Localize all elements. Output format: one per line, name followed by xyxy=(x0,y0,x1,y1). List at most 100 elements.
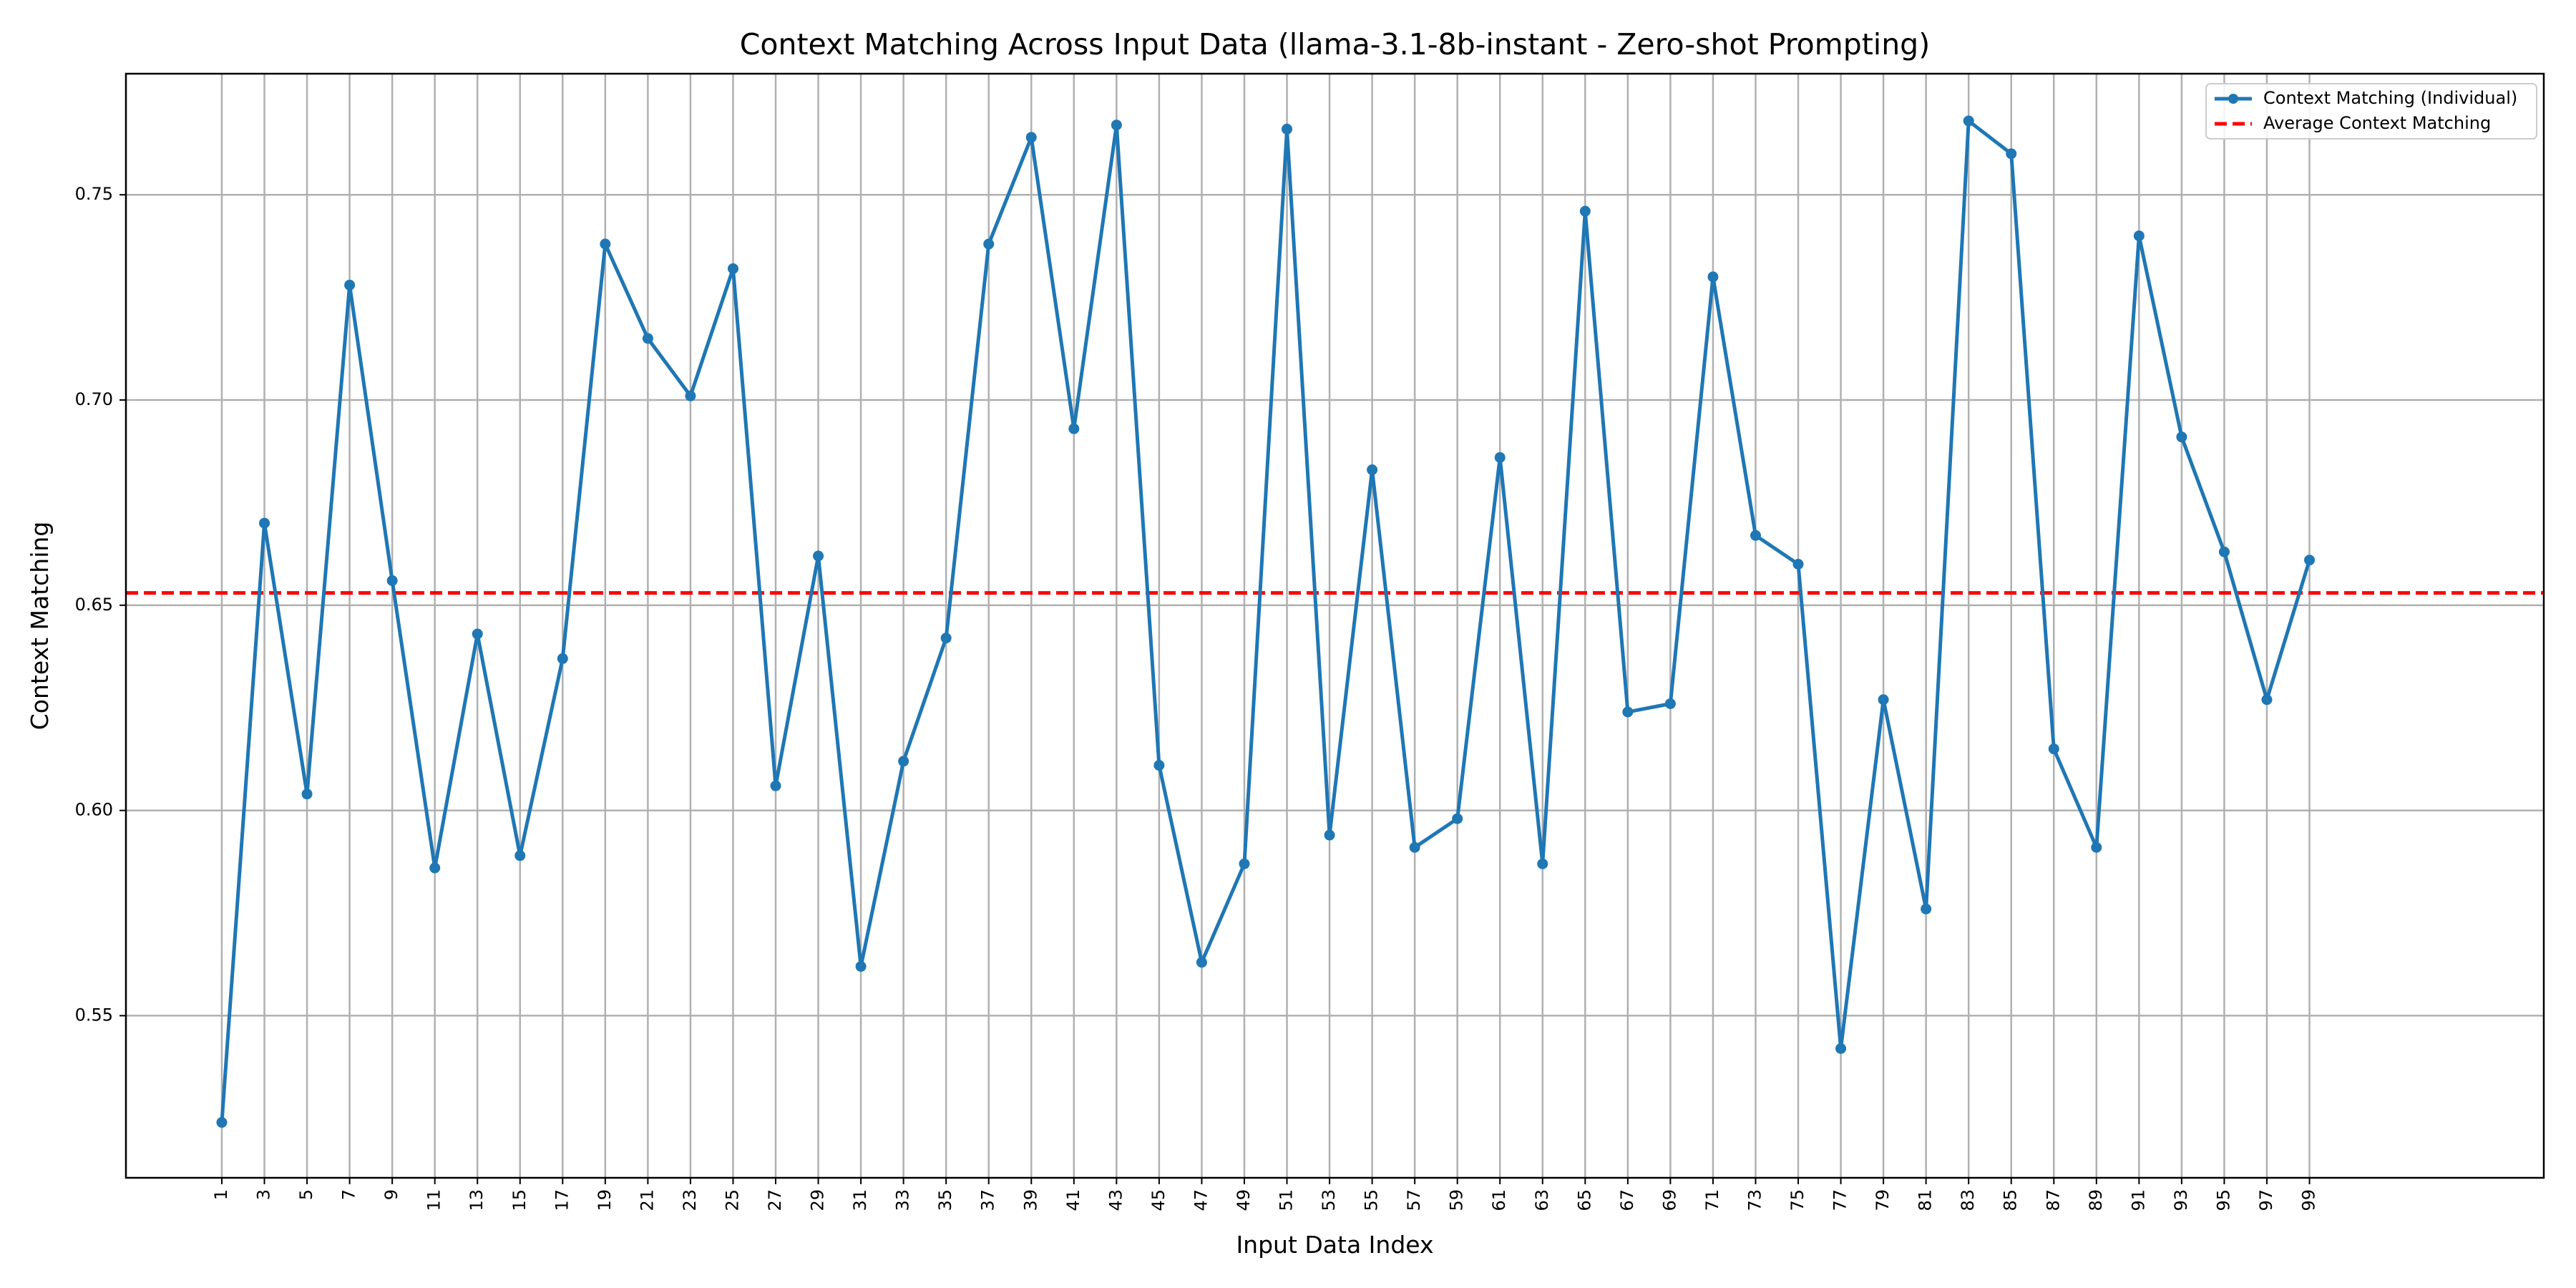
x-tick-label: 45 xyxy=(1148,1189,1169,1211)
x-tick-label: 83 xyxy=(1958,1189,1978,1211)
y-axis: 0.55 0.60 0.65 0.70 0.75 xyxy=(75,184,126,1025)
x-tick-label: 65 xyxy=(1574,1189,1594,1211)
x-tick-label: 97 xyxy=(2256,1189,2276,1211)
y-axis-title: Context Matching xyxy=(26,522,54,731)
legend-label-individual: Context Matching (Individual) xyxy=(2263,88,2517,108)
x-tick-label: 67 xyxy=(1617,1189,1637,1211)
series-line xyxy=(220,119,2311,1123)
data-point xyxy=(983,238,995,250)
x-tick-label: 37 xyxy=(978,1189,998,1211)
x-tick-label: 15 xyxy=(509,1189,530,1211)
data-point xyxy=(2006,148,2017,160)
data-point xyxy=(1409,841,1420,853)
data-point xyxy=(1963,115,1974,127)
data-point xyxy=(600,238,611,250)
x-tick-label: 89 xyxy=(2086,1189,2106,1211)
data-point xyxy=(1622,706,1634,718)
data-point xyxy=(1579,205,1591,217)
data-point xyxy=(940,633,952,644)
legend-box xyxy=(2205,83,2537,140)
x-tick-label: 81 xyxy=(1916,1189,1936,1211)
y-tick-label: 0.70 xyxy=(75,389,113,409)
data-point xyxy=(1878,694,1889,706)
x-tick-label: 9 xyxy=(381,1189,401,1200)
x-tick-label: 75 xyxy=(1787,1189,1807,1211)
grid xyxy=(126,74,2544,1178)
series-layer xyxy=(216,115,2316,1128)
x-tick-label: 31 xyxy=(850,1189,870,1211)
x-tick-label: 35 xyxy=(935,1189,955,1211)
data-point xyxy=(1282,123,1293,135)
x-tick-label: 29 xyxy=(808,1189,828,1211)
data-point xyxy=(1664,698,1676,709)
data-point xyxy=(770,780,781,791)
data-point xyxy=(1750,530,1761,541)
data-point xyxy=(1196,957,1207,968)
x-tick-label: 19 xyxy=(595,1189,615,1211)
x-tick-label: 87 xyxy=(2043,1189,2063,1211)
legend-label-average: Average Context Matching xyxy=(2263,113,2491,133)
data-point xyxy=(1707,271,1719,283)
x-tick-label: 51 xyxy=(1277,1189,1297,1211)
data-point xyxy=(557,653,568,664)
x-tick-label: 41 xyxy=(1063,1189,1083,1211)
plot-frame xyxy=(125,72,2545,1179)
x-tick-label: 93 xyxy=(2171,1189,2191,1211)
x-tick-label: 33 xyxy=(893,1189,913,1211)
data-point xyxy=(1835,1043,1847,1054)
data-point xyxy=(344,279,356,291)
x-tick-label: 59 xyxy=(1447,1189,1467,1211)
x-tick-label: 1 xyxy=(211,1189,231,1200)
chart-title: Context Matching Across Input Data (llam… xyxy=(740,27,1930,62)
data-point xyxy=(1367,464,1378,476)
legend: Context Matching (Individual) Average Co… xyxy=(2205,83,2537,140)
x-axis: 1 3 5 7 9 11 13 15 17 19 21 23 25 27 29 31 33 35 37 39 41 43 4… xyxy=(211,1178,2319,1211)
data-point xyxy=(898,756,909,767)
data-point xyxy=(1153,760,1165,771)
data-point xyxy=(514,850,526,862)
data-point xyxy=(1239,858,1250,869)
x-tick-label: 21 xyxy=(637,1189,657,1211)
data-point xyxy=(1537,858,1548,869)
x-tick-label: 47 xyxy=(1191,1189,1211,1211)
data-point xyxy=(472,628,483,640)
x-tick-label: 43 xyxy=(1106,1189,1126,1211)
y-tick-label: 0.65 xyxy=(75,595,113,615)
data-point xyxy=(813,550,824,562)
x-tick-label: 63 xyxy=(1532,1189,1552,1211)
x-tick-label: 57 xyxy=(1404,1189,1424,1211)
x-tick-label: 69 xyxy=(1659,1189,1679,1211)
data-point xyxy=(429,862,441,874)
data-point xyxy=(2176,431,2187,443)
x-tick-label: 53 xyxy=(1319,1189,1339,1211)
data-point xyxy=(216,1117,228,1128)
data-point xyxy=(2048,743,2059,755)
legend-marker-individual xyxy=(2228,94,2238,104)
data-point xyxy=(727,263,738,274)
x-tick-label: 23 xyxy=(680,1189,700,1211)
y-tick-label: 0.60 xyxy=(75,800,113,820)
data-point xyxy=(2091,841,2102,853)
x-tick-label: 49 xyxy=(1234,1189,1254,1211)
x-tick-label: 11 xyxy=(424,1189,444,1211)
data-point xyxy=(2218,546,2230,557)
data-point xyxy=(259,517,270,529)
data-point xyxy=(2133,230,2145,242)
x-tick-label: 17 xyxy=(552,1189,572,1211)
x-tick-label: 25 xyxy=(722,1189,742,1211)
data-point xyxy=(1792,558,1804,570)
x-tick-label: 99 xyxy=(2299,1189,2319,1211)
data-point xyxy=(642,333,653,344)
data-point xyxy=(1025,132,1037,143)
x-tick-label: 91 xyxy=(2128,1189,2148,1211)
data-point xyxy=(1494,452,1506,463)
x-tick-label: 27 xyxy=(765,1189,785,1211)
x-tick-label: 79 xyxy=(1873,1189,1893,1211)
data-point xyxy=(1111,119,1122,131)
x-tick-label: 61 xyxy=(1489,1189,1509,1211)
data-point xyxy=(1452,813,1463,824)
data-point xyxy=(1921,903,1932,914)
data-point xyxy=(1068,423,1080,434)
